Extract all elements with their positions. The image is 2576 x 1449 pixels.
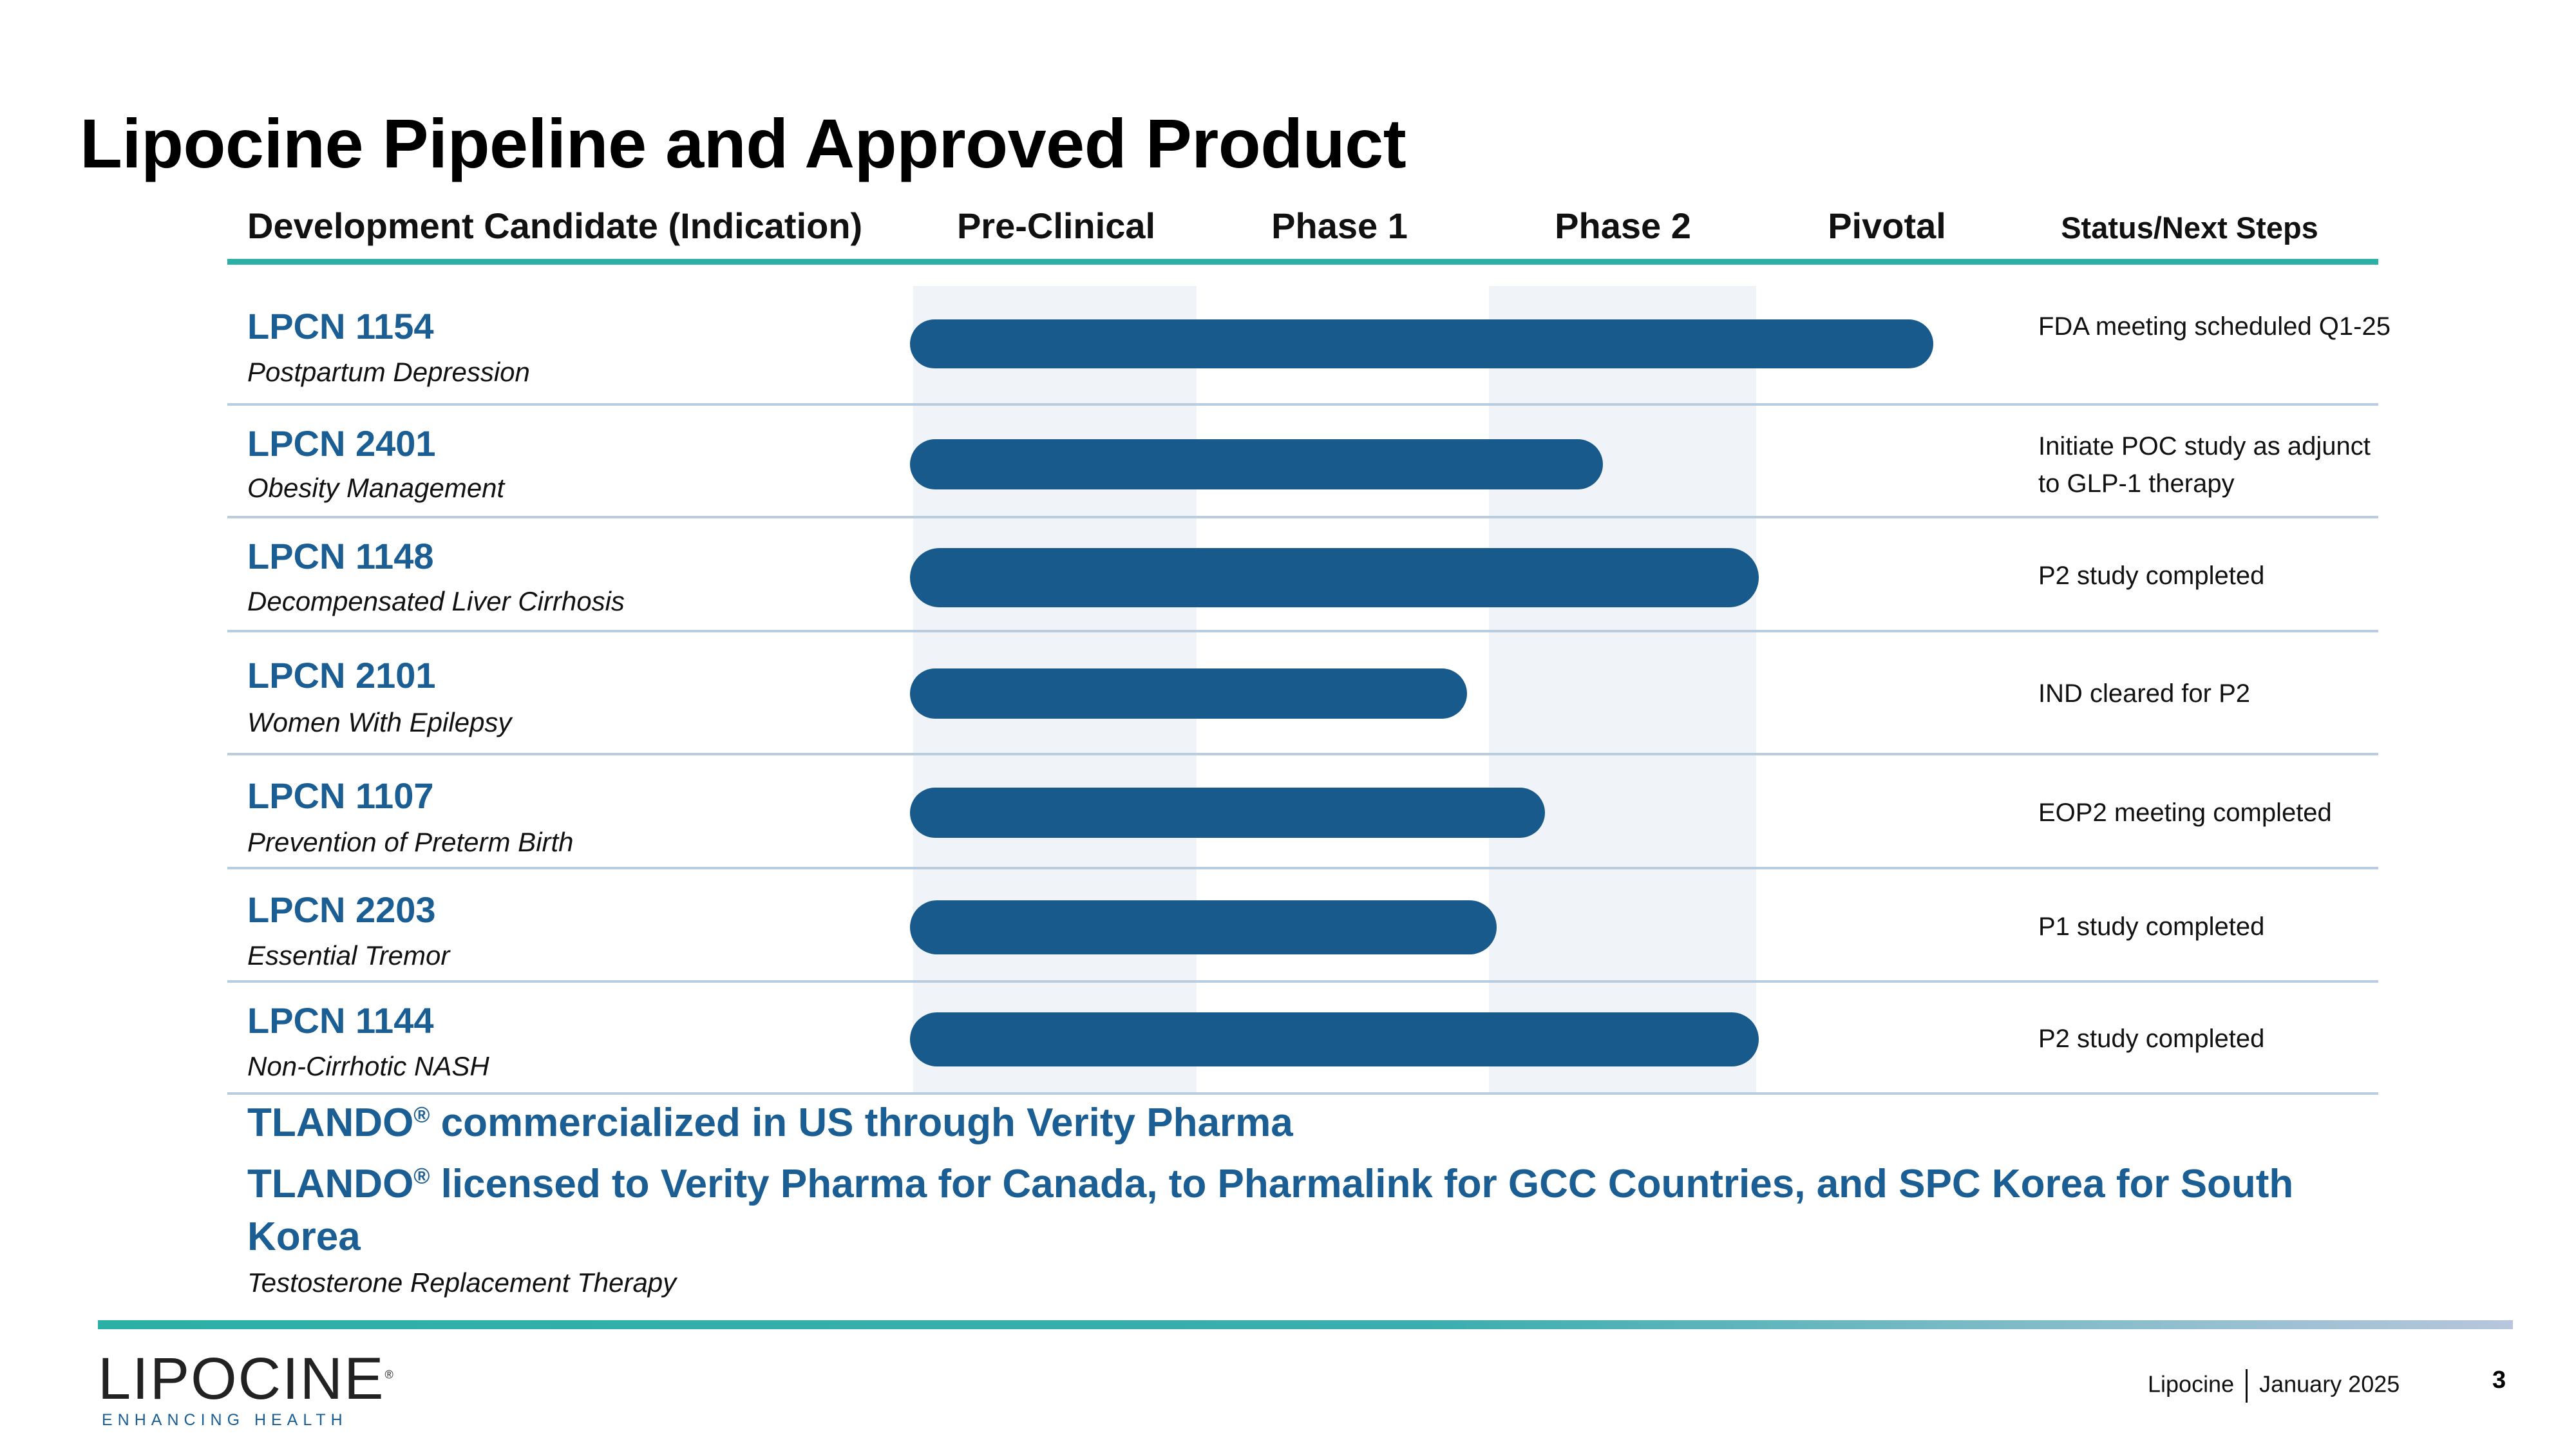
row-divider [227, 980, 2378, 983]
candidate-indication: Decompensated Liver Cirrhosis [247, 586, 625, 616]
candidate-name: LPCN 2101 [247, 655, 436, 696]
candidate-indication: Prevention of Preterm Birth [247, 827, 574, 857]
pipeline-row: LPCN 1107 Prevention of Preterm Birth EO… [227, 755, 2378, 869]
logo-word: LIPOCINE [98, 1346, 385, 1412]
progress-bar [910, 900, 1497, 954]
header-pre-clinical: Pre-Clinical [956, 205, 1156, 246]
candidate-indication: Women With Epilepsy [247, 707, 512, 737]
tlando-us-text: commercialized in US through Verity Phar… [430, 1101, 1293, 1145]
status-text: P2 study completed [2038, 562, 2265, 590]
pipeline-row: LPCN 1148 Decompensated Liver Cirrhosis … [227, 518, 2378, 632]
footer-separator [2246, 1369, 2248, 1403]
row-divider [227, 630, 2378, 632]
row-divider [227, 1092, 2378, 1095]
logo-tagline: ENHANCING HEALTH [102, 1411, 348, 1429]
candidate-name: LPCN 1144 [247, 1000, 434, 1041]
row-divider [227, 516, 2378, 518]
candidate-name: LPCN 2401 [247, 423, 436, 464]
pipeline-row: LPCN 2401 Obesity Management Initiate PO… [227, 406, 2378, 518]
progress-bar [910, 548, 1759, 607]
tlando-brand: TLANDO [247, 1101, 414, 1145]
candidate-name: LPCN 1107 [247, 775, 434, 816]
status-text: P1 study completed [2038, 913, 2265, 941]
page-number: 3 [2492, 1367, 2506, 1394]
progress-bar [910, 668, 1467, 719]
candidate-name: LPCN 1148 [247, 536, 434, 576]
progress-bar [910, 788, 1545, 838]
pipeline-row: LPCN 2203 Essential Tremor P1 study comp… [227, 869, 2378, 983]
tlando-license-text: licensed to Verity Pharma for Canada, to… [247, 1162, 2294, 1259]
progress-bar [910, 1012, 1759, 1066]
status-text: Initiate POC study as adjunct to GLP-1 t… [2038, 432, 2371, 498]
header-status: Status/Next Steps [2061, 211, 2318, 245]
footer-divider [98, 1320, 2513, 1329]
pipeline-row: LPCN 2101 Women With Epilepsy IND cleare… [227, 632, 2378, 755]
progress-bar [910, 319, 1933, 368]
row-divider [227, 753, 2378, 755]
header-phase-2: Phase 2 [1555, 205, 1691, 246]
status-text: EOP2 meeting completed [2038, 799, 2332, 827]
pipeline-row: LPCN 1154 Postpartum Depression FDA meet… [227, 286, 2391, 406]
tlando-indication: Testosterone Replacement Therapy [247, 1267, 677, 1298]
registered-mark: ® [413, 1103, 430, 1128]
header-divider [227, 259, 2378, 265]
registered-mark: ® [413, 1164, 430, 1189]
footer-company: Lipocine [2148, 1370, 2235, 1397]
candidate-name: LPCN 1154 [247, 306, 434, 346]
tlando-brand: TLANDO [247, 1162, 414, 1206]
tlando-license-line: TLANDO® licensed to Verity Pharma for Ca… [247, 1158, 2295, 1264]
footer-date: January 2025 [2259, 1370, 2400, 1397]
progress-bar [910, 439, 1603, 489]
status-text: IND cleared for P2 [2038, 679, 2251, 708]
row-divider [227, 403, 2378, 406]
logo-wordmark: LIPOCINE® [98, 1349, 395, 1408]
pipeline-row: LPCN 1144 Non-Cirrhotic NASH P2 study co… [227, 983, 2378, 1095]
candidate-indication: Essential Tremor [247, 940, 450, 971]
candidate-indication: Non-Cirrhotic NASH [247, 1051, 489, 1081]
logo-registered-mark: ® [384, 1368, 395, 1381]
page-title: Lipocine Pipeline and Approved Product [80, 104, 1406, 182]
footer-info: Lipocine January 2025 [2148, 1369, 2400, 1403]
header-phase-1: Phase 1 [1271, 205, 1408, 246]
tlando-us-line: TLANDO® commercialized in US through Ver… [247, 1100, 1293, 1146]
header-pivotal: Pivotal [1828, 205, 1946, 246]
row-divider [227, 867, 2378, 869]
candidate-name: LPCN 2203 [247, 889, 436, 930]
candidate-indication: Obesity Management [247, 473, 505, 503]
phase-2-column-band [1489, 286, 1756, 1093]
lipocine-logo: LIPOCINE® ENHANCING HEALTH [98, 1349, 395, 1430]
header-candidate: Development Candidate (Indication) [247, 205, 863, 246]
status-text: P2 study completed [2038, 1025, 2265, 1053]
status-text: FDA meeting scheduled Q1-25 [2038, 312, 2391, 341]
candidate-indication: Postpartum Depression [247, 357, 530, 387]
